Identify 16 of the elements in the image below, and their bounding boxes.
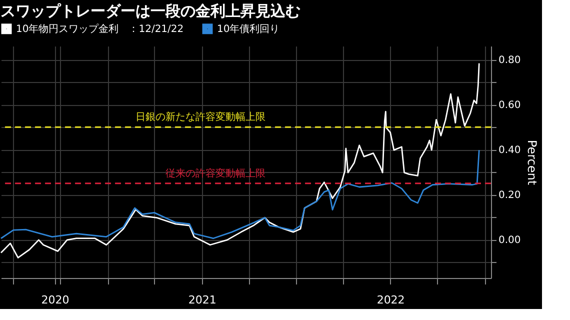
ref-line-label: 従来の許容変動幅上限 <box>166 167 266 180</box>
legend-label: 10年物円スワップ金利 ：12/21/22 <box>16 22 184 35</box>
y-tick-label: 0.80 <box>498 55 521 66</box>
x-tick-label: 2020 <box>41 294 70 306</box>
y-axis-title: Percent <box>524 140 539 186</box>
x-tick-label: 2022 <box>376 294 405 306</box>
y-tick-label: 0.40 <box>498 145 521 156</box>
chart-title: スワップトレーダーは一段の金利上昇見込む <box>0 2 300 20</box>
line-series <box>0 62 480 258</box>
ref-line-label: 日銀の新たな許容変動幅上限 <box>136 111 266 124</box>
y-tick-label: 0.00 <box>498 235 521 246</box>
legend-label: 10年債利回り <box>217 22 280 35</box>
y-tick-label: 0.60 <box>498 100 521 112</box>
x-tick-label: 2021 <box>188 294 216 306</box>
y-tick-label: 0.20 <box>498 190 521 202</box>
line-series <box>0 149 480 240</box>
